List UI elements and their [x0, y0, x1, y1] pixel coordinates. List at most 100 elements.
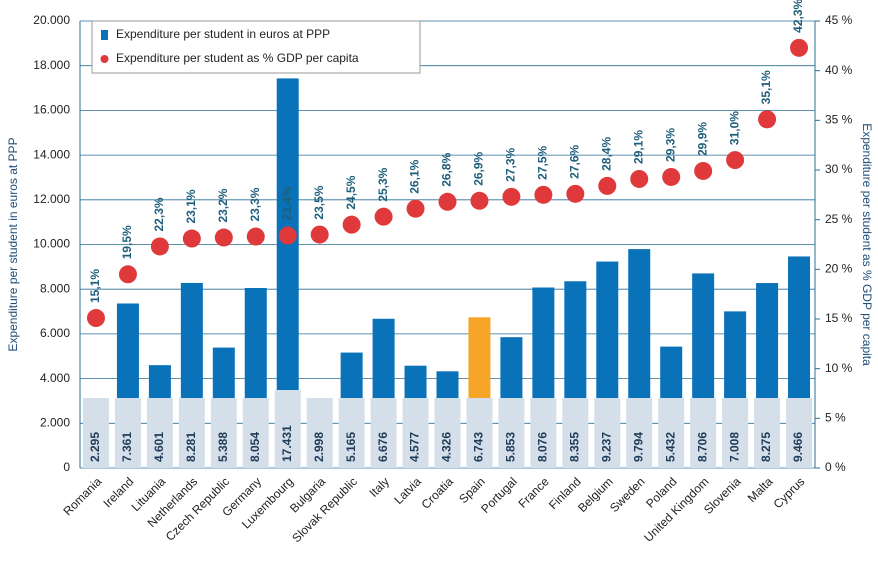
y-tick-label: 18.000: [33, 58, 70, 72]
point-value-label: 29,9%: [695, 122, 709, 156]
y-tick-label: 4.000: [40, 371, 70, 385]
bar-value-label: 8.281: [184, 432, 198, 462]
y-tick-label: 6.000: [40, 326, 70, 340]
point: [246, 227, 265, 246]
point: [342, 215, 361, 234]
bar-value-label: 5.165: [344, 432, 358, 462]
point-value-label: 26,8%: [440, 152, 454, 186]
x-tick-label: Portugal: [478, 474, 520, 516]
point-value-label: 29,3%: [663, 128, 677, 162]
bar-value-label: 8.076: [536, 432, 550, 462]
point: [278, 226, 297, 245]
value-label-box: [306, 398, 333, 468]
point-value-label: 23,4%: [280, 186, 294, 220]
value-label-box: [242, 398, 269, 468]
bar-value-label: 8.355: [567, 432, 581, 462]
value-label-box: [562, 398, 589, 468]
y-tick-label: 14.000: [33, 147, 70, 161]
y2-tick-label: 45 %: [825, 13, 853, 27]
x-tick-label: Cyprus: [771, 474, 808, 511]
point-value-label: 27,5%: [536, 145, 550, 179]
point-value-label: 19,5%: [120, 225, 134, 259]
value-label-box: [434, 398, 461, 468]
x-tick-label: France: [515, 474, 552, 511]
value-label-box: [594, 398, 621, 468]
value-label-box: [466, 398, 493, 468]
y-axis-title: Expenditure per student in euros at PPP: [6, 137, 20, 351]
point: [118, 265, 137, 284]
y-tick-label: 20.000: [33, 13, 70, 27]
bar-value-label: 8.054: [248, 432, 262, 462]
bar-value-label: 17.431: [280, 425, 294, 462]
y2-tick-label: 20 %: [825, 262, 853, 276]
point-value-label: 22,3%: [152, 197, 166, 231]
point-value-label: 23,2%: [216, 188, 230, 222]
bar-value-label: 7.008: [727, 432, 741, 462]
point: [150, 237, 169, 256]
value-label-box: [722, 398, 749, 468]
point: [694, 161, 713, 180]
point-value-label: 31,0%: [727, 111, 741, 145]
bar-value-label: 7.361: [120, 432, 134, 462]
point-value-label: 27,6%: [567, 144, 581, 178]
point: [86, 309, 105, 328]
point-value-label: 26,9%: [472, 151, 486, 185]
point-value-label: 23,3%: [248, 187, 262, 221]
value-label-box: [370, 398, 397, 468]
y-tick-label: 12.000: [33, 192, 70, 206]
y2-tick-label: 25 %: [825, 212, 853, 226]
legend-label: Expenditure per student as % GDP per cap…: [116, 51, 359, 65]
value-label-box: [754, 398, 781, 468]
value-label-box: [690, 398, 717, 468]
point-value-label: 35,1%: [759, 70, 773, 104]
bar: [276, 78, 299, 469]
y-tick-label: 8.000: [40, 281, 70, 295]
legend-label: Expenditure per student in euros at PPP: [116, 27, 330, 41]
point: [662, 167, 681, 186]
legend-box: [91, 20, 421, 74]
y2-tick-label: 40 %: [825, 63, 853, 77]
legend-marker: [101, 30, 108, 40]
value-label-box: [210, 398, 237, 468]
y2-tick-label: 5 %: [825, 411, 846, 425]
y2-tick-label: 15 %: [825, 311, 853, 325]
point: [790, 38, 809, 57]
point-value-label: 15,1%: [88, 269, 102, 303]
x-tick-label: Sweden: [607, 474, 648, 515]
point: [438, 192, 457, 211]
point: [406, 199, 425, 218]
value-label-box: [146, 398, 173, 468]
bar-value-label: 4.601: [152, 432, 166, 462]
y-tick-label: 0: [63, 460, 70, 474]
bar-value-label: 6.743: [472, 432, 486, 462]
bar-value-label: 8.275: [759, 432, 773, 462]
y2-tick-label: 30 %: [825, 162, 853, 176]
point-value-label: 26,1%: [408, 159, 422, 193]
point-value-label: 24,5%: [344, 175, 358, 209]
y-tick-label: 16.000: [33, 103, 70, 117]
y2-tick-label: 35 %: [825, 113, 853, 127]
value-label-box: [114, 398, 141, 468]
point-value-label: 42,3%: [791, 0, 805, 33]
y-tick-label: 10.000: [33, 237, 70, 251]
bar-value-label: 9.466: [791, 432, 805, 462]
bar-value-label: 5.388: [216, 432, 230, 462]
bar-value-label: 9.237: [599, 432, 613, 462]
value-label-box: [786, 398, 813, 468]
y2-tick-label: 0 %: [825, 460, 846, 474]
bar-value-label: 4.577: [408, 432, 422, 462]
point-value-label: 25,3%: [376, 167, 390, 201]
y-tick-label: 2.000: [40, 415, 70, 429]
point: [310, 225, 329, 244]
x-tick-label: Croatia: [419, 474, 456, 511]
point: [630, 169, 649, 188]
bar-value-label: 6.676: [376, 432, 390, 462]
value-label-box: [498, 398, 525, 468]
value-label-box: [82, 398, 109, 468]
point: [534, 185, 553, 204]
point: [214, 228, 233, 247]
legend-marker: [100, 55, 109, 63]
point: [726, 151, 745, 170]
value-label-box: [274, 390, 301, 468]
